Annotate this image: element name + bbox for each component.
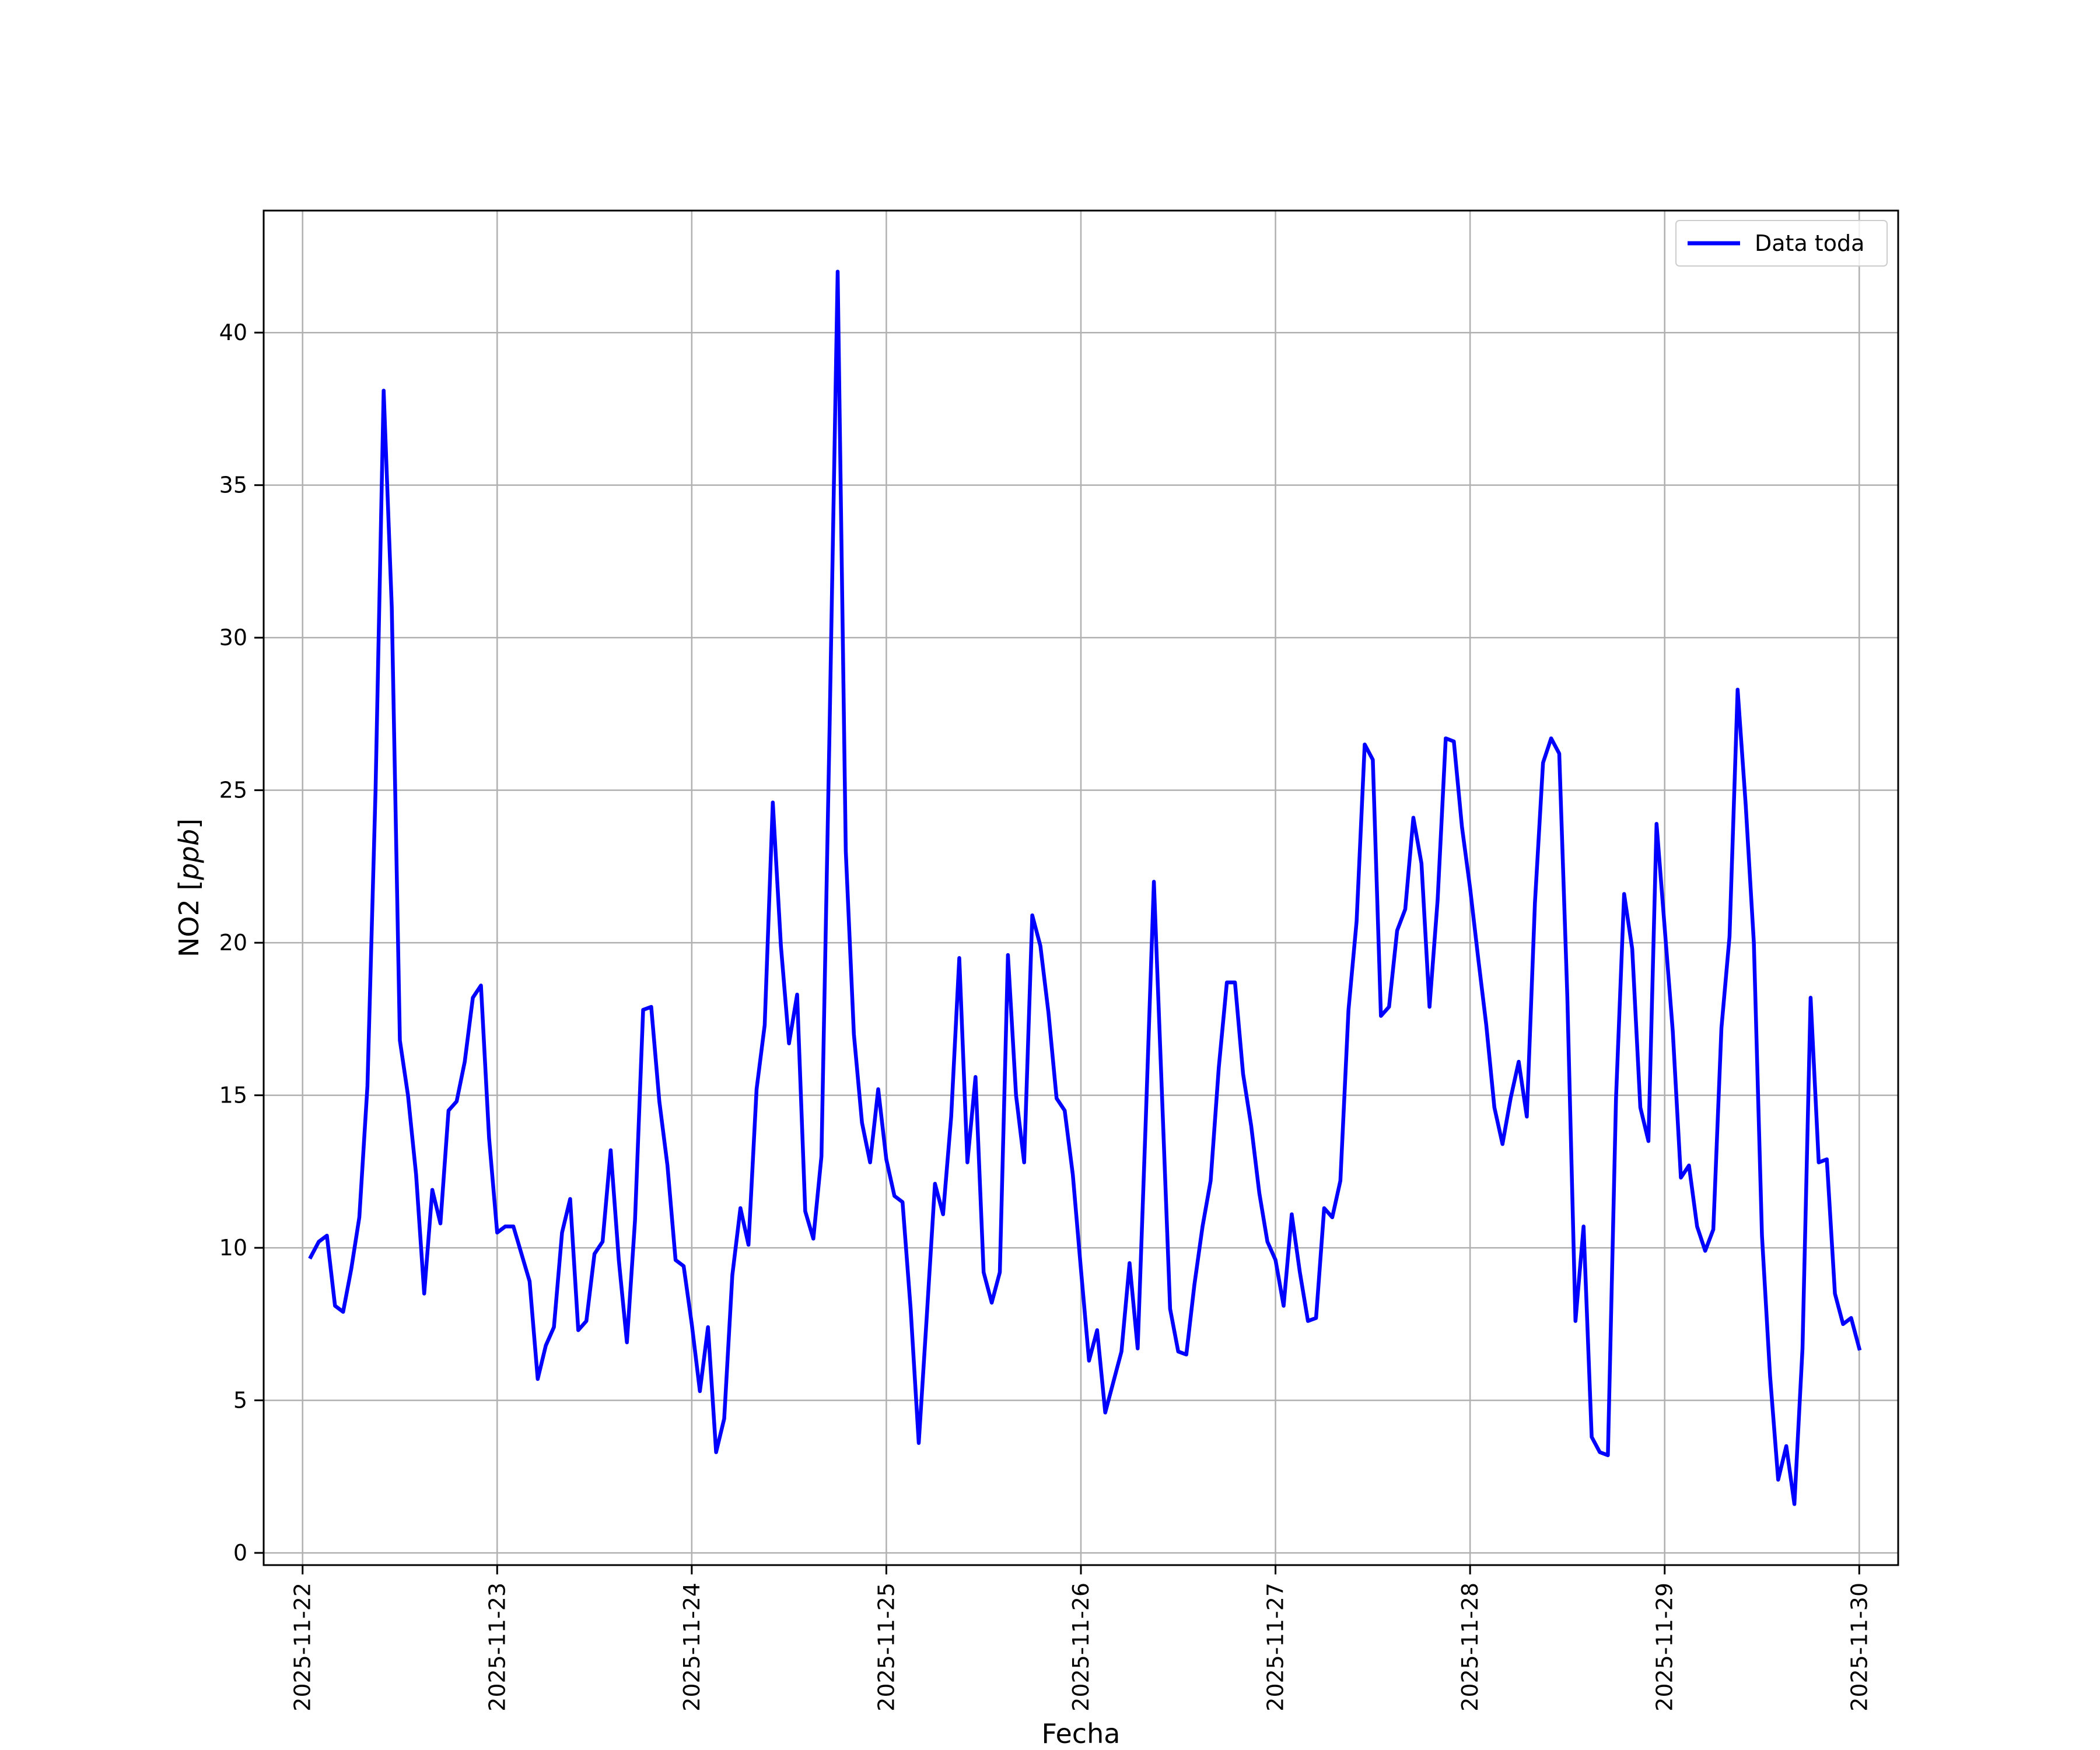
y-tick-label: 5: [233, 1388, 247, 1413]
x-tick-label: 2025-11-27: [1263, 1583, 1289, 1712]
x-tick-label: 2025-11-30: [1846, 1583, 1872, 1712]
y-axis-label-suffix: ]: [173, 818, 205, 829]
series-line-0: [308, 270, 1862, 1506]
x-axis-ticks: 2025-11-22 2025-11-23 2025-11-24 2025-11-25…: [290, 1565, 1872, 1712]
y-tick-label: 25: [219, 778, 247, 803]
x-tick-label: 2025-11-28: [1457, 1583, 1483, 1712]
y-tick-label: 10: [219, 1235, 247, 1261]
y-axis-label-unit: ppb: [173, 829, 205, 881]
y-tick-label: 40: [219, 320, 247, 345]
x-tick-label: 2025-11-25: [873, 1583, 899, 1712]
y-tick-label: 0: [233, 1540, 247, 1566]
grid-lines: [264, 211, 1898, 1565]
y-tick-label: 35: [219, 473, 247, 498]
x-tick-label: 2025-11-22: [290, 1583, 316, 1712]
legend: Data toda: [1675, 220, 1888, 267]
plot-area: [308, 270, 1862, 1506]
x-tick-label: 2025-11-29: [1652, 1583, 1678, 1712]
legend-box: [1675, 220, 1888, 267]
x-tick-label: 2025-11-26: [1068, 1583, 1094, 1712]
y-tick-label: 30: [219, 625, 247, 650]
legend-label: Data toda: [1755, 230, 1864, 256]
y-tick-label: 15: [219, 1083, 247, 1108]
x-tick-label: 2025-11-24: [679, 1583, 705, 1712]
x-axis-label: Fecha: [1042, 1718, 1121, 1749]
y-tick-label: 20: [219, 930, 247, 956]
y-axis-label-prefix: NO2 [: [173, 880, 205, 957]
y-axis-ticks: 0 5 10 15 20 25 30 35 40: [219, 320, 264, 1566]
y-axis-label: NO2 [ppb]: [173, 818, 205, 957]
x-tick-label: 2025-11-23: [484, 1583, 510, 1712]
